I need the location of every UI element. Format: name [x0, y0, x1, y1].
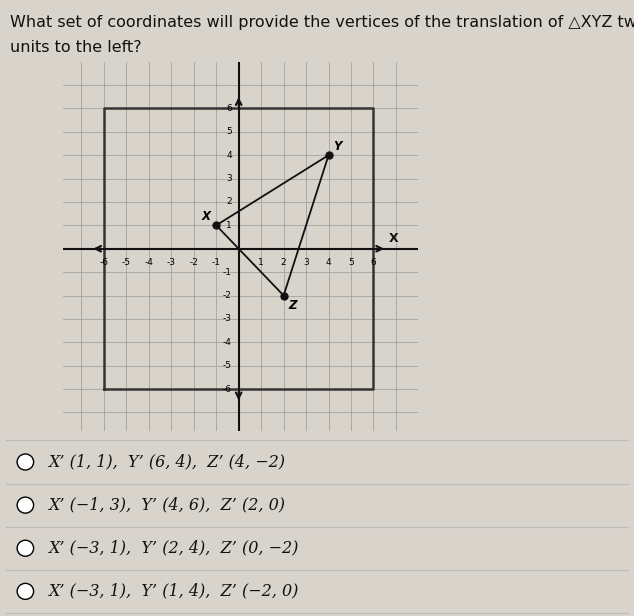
Text: -1: -1: [212, 258, 221, 267]
Text: 3: 3: [226, 174, 232, 183]
Text: Z: Z: [288, 299, 297, 312]
Text: 1: 1: [258, 258, 264, 267]
Text: 3: 3: [303, 258, 309, 267]
Text: X’ (1, 1),  Y’ (6, 4),  Z’ (4, −2): X’ (1, 1), Y’ (6, 4), Z’ (4, −2): [48, 453, 285, 471]
Text: -3: -3: [167, 258, 176, 267]
Text: X’ (−1, 3),  Y’ (4, 6),  Z’ (2, 0): X’ (−1, 3), Y’ (4, 6), Z’ (2, 0): [48, 496, 285, 514]
Text: 4: 4: [326, 258, 332, 267]
Text: -3: -3: [223, 314, 232, 323]
Text: -6: -6: [100, 258, 108, 267]
Text: 5: 5: [226, 128, 232, 136]
Text: Y: Y: [333, 140, 342, 153]
Text: -2: -2: [190, 258, 198, 267]
Text: -5: -5: [223, 361, 232, 370]
Text: 4: 4: [226, 151, 232, 160]
Text: X: X: [389, 232, 399, 245]
Text: 2: 2: [281, 258, 287, 267]
Text: 6: 6: [371, 258, 377, 267]
Text: 6: 6: [226, 104, 232, 113]
Text: units to the left?: units to the left?: [10, 40, 141, 55]
Text: -6: -6: [223, 384, 232, 394]
Text: X’ (−3, 1),  Y’ (1, 4),  Z’ (−2, 0): X’ (−3, 1), Y’ (1, 4), Z’ (−2, 0): [48, 583, 298, 600]
Text: -5: -5: [122, 258, 131, 267]
Text: 5: 5: [348, 258, 354, 267]
Text: What set of coordinates will provide the vertices of the translation of △XYZ two: What set of coordinates will provide the…: [10, 15, 634, 30]
Text: -4: -4: [145, 258, 153, 267]
Text: -1: -1: [223, 267, 232, 277]
Text: X’ (−3, 1),  Y’ (2, 4),  Z’ (0, −2): X’ (−3, 1), Y’ (2, 4), Z’ (0, −2): [48, 540, 298, 557]
Text: 2: 2: [226, 198, 232, 206]
Text: X: X: [202, 210, 210, 223]
Text: 1: 1: [226, 221, 232, 230]
Text: -2: -2: [223, 291, 232, 300]
Text: -4: -4: [223, 338, 232, 347]
